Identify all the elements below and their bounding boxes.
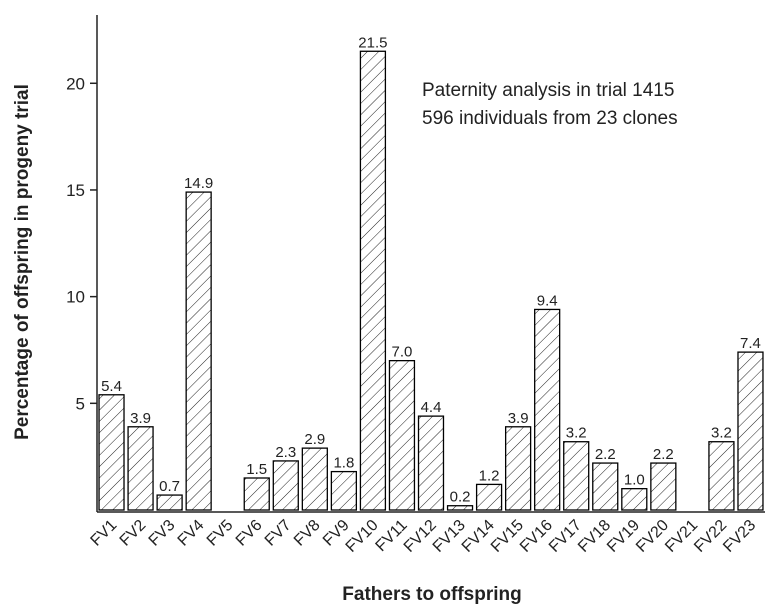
value-label: 1.0	[624, 472, 645, 489]
bar	[504, 426, 532, 511]
value-label: 3.2	[711, 425, 732, 442]
x-tick-label: FV15	[488, 517, 527, 556]
value-label: 7.0	[392, 344, 413, 361]
annotation: 596 individuals from 23 clones	[422, 108, 678, 129]
bar	[621, 488, 648, 511]
annotation: Paternity analysis in trial 1415	[422, 80, 674, 101]
bar	[446, 505, 474, 511]
x-tick-label: FV23	[720, 517, 759, 556]
bar	[737, 351, 764, 511]
bar	[708, 441, 735, 511]
y-tick-label: 10	[66, 288, 85, 307]
value-label: 21.5	[358, 34, 387, 51]
x-tick-label: FV2	[117, 517, 150, 550]
bar	[243, 477, 270, 511]
value-label: 5.4	[101, 378, 122, 395]
bar	[534, 308, 561, 511]
y-tick-label: 20	[66, 74, 85, 93]
x-axis-title: Fathers to offspring	[342, 584, 521, 605]
bar	[272, 460, 299, 511]
bar	[359, 50, 387, 511]
x-tick-label: FV7	[262, 517, 295, 550]
bar	[650, 462, 677, 511]
value-label: 9.4	[537, 292, 558, 309]
value-label: 4.4	[421, 399, 442, 416]
bar	[388, 359, 416, 511]
y-tick-label: 5	[76, 394, 85, 413]
x-tick-label: FV3	[146, 517, 179, 550]
value-label: 14.9	[184, 175, 213, 192]
bar	[156, 494, 183, 511]
y-tick-label: 15	[66, 181, 85, 200]
value-label: 2.2	[653, 446, 674, 463]
value-label: 7.4	[740, 335, 761, 352]
value-label: 2.3	[275, 444, 296, 461]
bar	[185, 191, 212, 511]
x-tick-label: FV21	[662, 517, 701, 556]
x-tick-label: FV19	[604, 517, 643, 556]
bar	[98, 394, 125, 511]
x-tick-label: FV8	[291, 517, 324, 550]
bar	[417, 415, 445, 511]
bar	[592, 462, 619, 511]
value-label: 2.2	[595, 446, 616, 463]
x-tick-label: FV13	[430, 517, 469, 556]
value-label: 0.7	[159, 478, 180, 495]
value-label: 1.2	[479, 467, 500, 484]
x-tick-label: FV4	[175, 517, 208, 550]
x-tick-label: FV5	[204, 517, 237, 550]
value-label: 1.8	[333, 455, 354, 472]
value-label: 1.5	[246, 461, 267, 478]
value-label: 3.9	[130, 410, 151, 427]
x-tick-label: FV20	[633, 517, 672, 556]
x-tick-label: FV10	[343, 517, 382, 556]
x-tick-label: FV18	[575, 517, 614, 556]
x-tick-label: FV6	[233, 517, 266, 550]
x-tick-label: FV1	[88, 517, 121, 550]
x-tick-label: FV14	[459, 517, 498, 556]
value-label: 2.9	[304, 431, 325, 448]
bar	[475, 483, 503, 511]
bar	[301, 447, 328, 511]
y-axis-title: Percentage of offspring in progeny trial	[12, 84, 33, 440]
x-tick-label: FV22	[691, 517, 730, 556]
value-label: 0.2	[450, 489, 471, 506]
x-tick-label: FV16	[517, 517, 556, 556]
x-tick-label: FV12	[401, 517, 440, 556]
value-label: 3.2	[566, 425, 587, 442]
x-tick-label: FV17	[546, 517, 585, 556]
bar	[563, 441, 590, 511]
value-label: 3.9	[508, 410, 529, 427]
bar	[330, 470, 358, 511]
bar	[127, 426, 154, 511]
